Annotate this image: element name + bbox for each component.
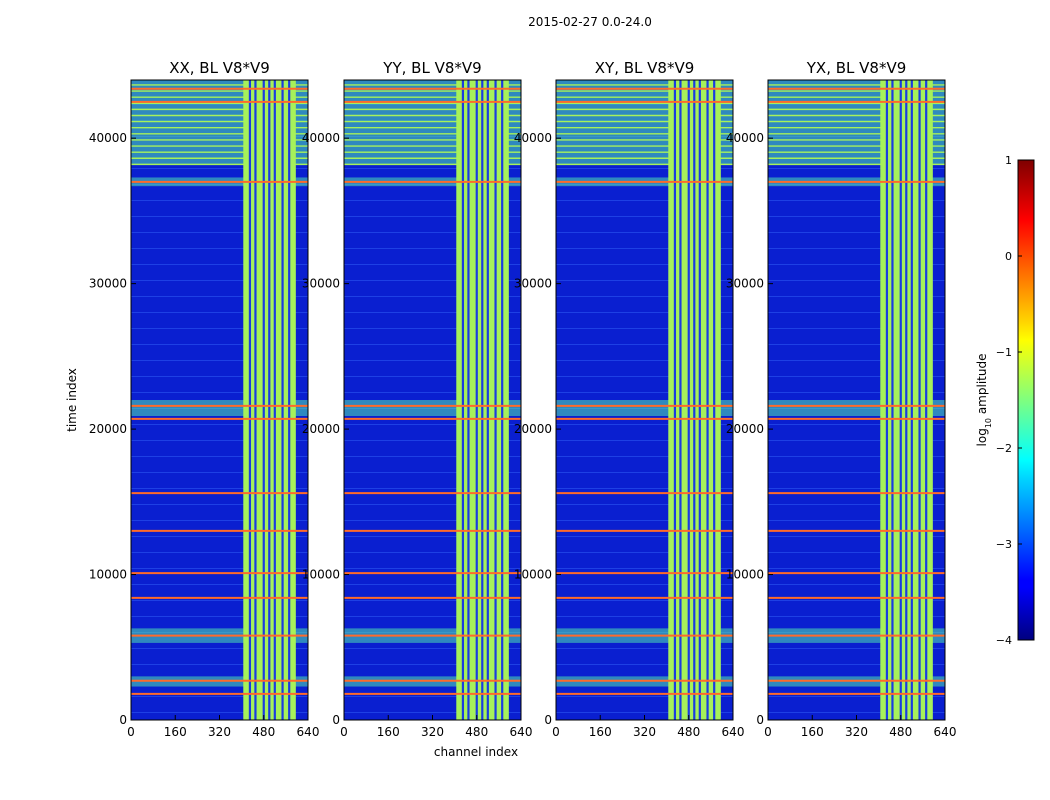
- y-tick-label: 30000: [302, 277, 340, 291]
- heatmap-panels: XX, BL V8*V9 0 160 320 480 640 0 10000 20000 3000…: [89, 59, 957, 739]
- y-tick-label: 10000: [514, 568, 552, 582]
- colorbar-label-rest: amplitude: [975, 354, 989, 418]
- x-tick-label: 320: [845, 725, 868, 739]
- y-tick-label: 0: [332, 713, 340, 727]
- y-tick-label: 30000: [514, 277, 552, 291]
- y-tick-label: 0: [544, 713, 552, 727]
- y-tick-label: 40000: [302, 131, 340, 145]
- figure-suptitle: 2015-02-27 0.0-24.0: [528, 15, 652, 29]
- colorbar-tick-label: 0: [1005, 250, 1012, 263]
- x-tick-label: 480: [889, 725, 912, 739]
- y-tick-label: 20000: [302, 422, 340, 436]
- x-tick-label: 640: [722, 725, 745, 739]
- panel-title: XY, BL V8*V9: [595, 59, 695, 77]
- y-tick-label: 20000: [514, 422, 552, 436]
- x-tick-label: 0: [127, 725, 135, 739]
- x-tick-label: 320: [633, 725, 656, 739]
- x-tick-label: 160: [164, 725, 187, 739]
- colorbar-tick-label: −1: [996, 346, 1012, 359]
- panel-1: XX, BL V8*V9 0 160 320 480 640 0 10000 20000 3000…: [89, 59, 320, 739]
- x-tick-label: 480: [677, 725, 700, 739]
- x-axis-label: channel index: [434, 745, 518, 759]
- y-tick-label: 0: [119, 713, 127, 727]
- x-tick-label: 0: [552, 725, 560, 739]
- y-axis-label: time index: [65, 368, 79, 432]
- colorbar-ticks: 1 0 −1 −2 −3 −4: [996, 154, 1022, 647]
- y-tick-label: 0: [756, 713, 764, 727]
- y-tick-label: 40000: [89, 131, 127, 145]
- x-tick-label: 160: [801, 725, 824, 739]
- colorbar-gradient: [1017, 159, 1035, 641]
- x-tick-label: 640: [297, 725, 320, 739]
- y-tick-label: 40000: [514, 131, 552, 145]
- y-tick-label: 40000: [726, 131, 764, 145]
- x-tick-label: 640: [934, 725, 957, 739]
- y-tick-label: 30000: [89, 277, 127, 291]
- x-tick-label: 640: [510, 725, 533, 739]
- panel-2: YY, BL V8*V9 0 160 320 480 640 0 10000 20000 3000…: [302, 59, 533, 739]
- colorbar-label-base: log: [975, 428, 989, 446]
- x-tick-label: 0: [340, 725, 348, 739]
- colorbar-label: log10 amplitude: [975, 354, 993, 447]
- y-tick-label: 20000: [89, 422, 127, 436]
- panel-title: YY, BL V8*V9: [382, 59, 481, 77]
- colorbar-label-sub: 10: [984, 418, 993, 428]
- colorbar: 10−1−2−3−4 log10 amplitude: [975, 154, 1035, 647]
- y-tick-label: 10000: [726, 568, 764, 582]
- colorbar-tick-label: 1: [1005, 154, 1012, 167]
- colorbar-tick-label: −4: [996, 634, 1012, 647]
- panel-title: XX, BL V8*V9: [169, 59, 270, 77]
- panel-title: YX, BL V8*V9: [806, 59, 907, 77]
- y-tick-label: 20000: [726, 422, 764, 436]
- y-tick-label: 10000: [302, 568, 340, 582]
- panel-4: YX, BL V8*V9 0 160 320 480 640 0 10000 20000 3000…: [726, 59, 957, 739]
- x-tick-label: 320: [421, 725, 444, 739]
- x-tick-label: 320: [208, 725, 231, 739]
- x-tick-label: 160: [377, 725, 400, 739]
- y-tick-label: 30000: [726, 277, 764, 291]
- panel-3: XY, BL V8*V9 0 160 320 480 640 0 10000 20000 3000…: [514, 59, 745, 739]
- x-tick-label: 0: [764, 725, 772, 739]
- colorbar-tick-label: −2: [996, 442, 1012, 455]
- x-tick-label: 160: [589, 725, 612, 739]
- x-tick-label: 480: [465, 725, 488, 739]
- colorbar-tick-label: −3: [996, 538, 1012, 551]
- x-tick-label: 480: [252, 725, 275, 739]
- y-tick-label: 10000: [89, 568, 127, 582]
